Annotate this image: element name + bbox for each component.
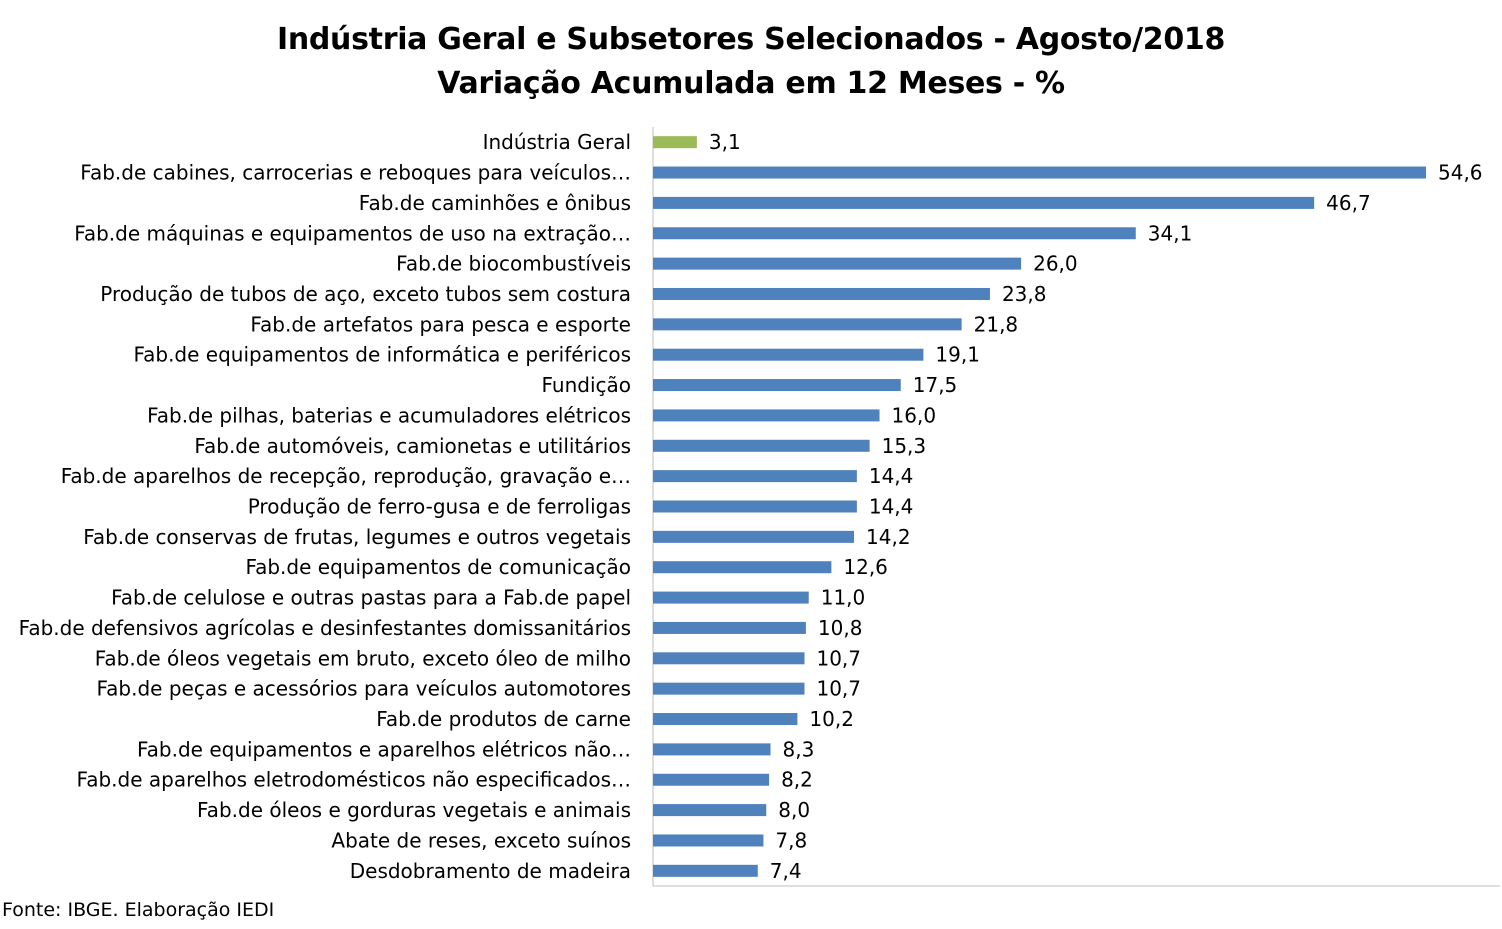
source-note: Fonte: IBGE. Elaboração IEDI [2, 899, 275, 921]
data-label: 16,0 [892, 403, 937, 427]
bar [653, 652, 805, 665]
bar [653, 409, 880, 422]
category-label: Fab.de automóveis, camionetas e utilitár… [194, 434, 631, 458]
data-label: 15,3 [882, 434, 927, 458]
category-label: Fab.de óleos e gorduras vegetais e anima… [197, 798, 631, 822]
data-label: 17,5 [913, 373, 958, 397]
data-label: 8,2 [781, 768, 813, 792]
category-label: Fab.de equipamentos e aparelhos elétrico… [137, 737, 631, 761]
bar [653, 227, 1136, 240]
category-label: Fab.de aparelhos eletrodomésticos não es… [77, 768, 631, 792]
category-label: Fab.de caminhões e ônibus [359, 191, 631, 215]
data-label: 14,2 [866, 525, 911, 549]
bar [653, 348, 924, 361]
category-label: Produção de tubos de aço, exceto tubos s… [100, 282, 631, 306]
bar [653, 166, 1426, 179]
data-label: 8,0 [778, 798, 810, 822]
category-label: Fab.de pilhas, baterias e acumuladores e… [147, 403, 631, 427]
chart-subtitle-line: Variação Acumulada em 12 Meses - % [437, 66, 1065, 101]
bar [653, 743, 771, 756]
bar [653, 804, 767, 817]
data-label: 10,7 [816, 646, 861, 670]
data-label: 10,2 [809, 707, 854, 731]
category-label: Fab.de equipamentos de comunicação [245, 555, 631, 579]
data-label: 10,8 [818, 616, 863, 640]
category-label: Fab.de conservas de frutas, legumes e ou… [83, 525, 631, 549]
chart-title: Indústria Geral e Subsetores Selecionado… [0, 18, 1502, 106]
category-label: Fab.de biocombustíveis [396, 252, 631, 276]
category-label: Fab.de celulose e outras pastas para a F… [111, 586, 631, 610]
bar [653, 530, 855, 543]
category-label: Fab.de equipamentos de informática e per… [133, 343, 631, 367]
data-label: 26,0 [1033, 252, 1078, 276]
data-label: 34,1 [1148, 221, 1193, 245]
data-label: 19,1 [935, 343, 980, 367]
category-label: Fab.de artefatos para pesca e esporte [250, 312, 631, 336]
data-label: 7,8 [775, 828, 807, 852]
bar [653, 621, 806, 634]
data-label: 3,1 [709, 130, 741, 154]
bar [653, 287, 990, 300]
category-label: Indústria Geral [483, 130, 631, 154]
bar [653, 591, 809, 604]
bar [653, 257, 1022, 270]
bar [653, 439, 870, 452]
category-label: Fab.de cabines, carrocerias e reboques p… [80, 161, 631, 185]
category-label: Fab.de peças e acessórios para veículos … [97, 677, 632, 701]
category-label: Abate de reses, exceto suínos [331, 828, 631, 852]
bar [653, 682, 805, 695]
bar [653, 713, 798, 726]
chart-title-line: Indústria Geral e Subsetores Selecionado… [276, 22, 1226, 57]
category-label: Fab.de máquinas e equipamentos de uso na… [74, 221, 631, 245]
data-label: 14,4 [869, 464, 914, 488]
bar [653, 864, 758, 877]
category-label: Produção de ferro-gusa e de ferroligas [248, 495, 631, 519]
bar [653, 470, 857, 483]
bar [653, 834, 764, 847]
category-label: Fab.de aparelhos de recepção, reprodução… [61, 464, 631, 488]
bar [653, 379, 901, 392]
bar [653, 500, 857, 513]
bar [653, 196, 1315, 209]
bar [653, 773, 770, 786]
data-label: 21,8 [974, 312, 1019, 336]
data-label: 23,8 [1002, 282, 1047, 306]
category-label: Fab.de defensivos agrícolas e desinfesta… [19, 616, 631, 640]
data-label: 10,7 [816, 677, 861, 701]
data-label: 46,7 [1326, 191, 1371, 215]
data-label: 14,4 [869, 495, 914, 519]
data-label: 11,0 [821, 586, 866, 610]
data-label: 8,3 [783, 737, 815, 761]
data-label: 54,6 [1438, 161, 1483, 185]
data-label: 12,6 [843, 555, 888, 579]
data-label: 7,4 [770, 859, 802, 883]
category-label: Desdobramento de madeira [350, 859, 631, 883]
category-label: Fab.de produtos de carne [376, 707, 631, 731]
bar [653, 136, 697, 149]
category-label: Fundição [541, 373, 631, 397]
bar [653, 561, 832, 574]
bar [653, 318, 962, 331]
category-label: Fab.de óleos vegetais em bruto, exceto ó… [95, 646, 631, 670]
